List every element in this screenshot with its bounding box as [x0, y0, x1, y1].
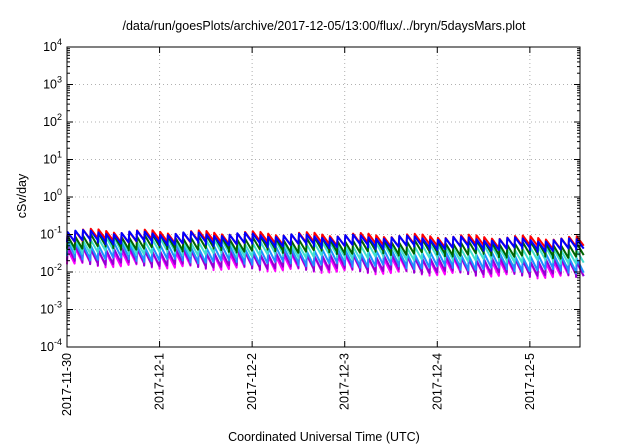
y-axis-label: cSv/day — [15, 173, 29, 218]
y-tick-label-exponent: -1 — [54, 225, 62, 235]
y-tick-label-base: 10 — [40, 340, 54, 354]
y-tick-label-exponent: 3 — [57, 75, 62, 85]
series-layer — [66, 227, 585, 280]
y-tick-label-exponent: -4 — [54, 337, 62, 347]
y-tick-label-base: 10 — [43, 40, 57, 54]
y-tick-label-base: 10 — [40, 303, 54, 317]
series-line — [66, 228, 585, 253]
y-tick-label-exponent: -3 — [54, 300, 62, 310]
y-tick-label-exponent: 0 — [57, 187, 62, 197]
x-tick-label: 2017-12-5 — [523, 353, 537, 410]
y-tick-label-exponent: -2 — [54, 262, 62, 272]
axes: 10-410-310-210-11001011021031042017-11-3… — [40, 37, 581, 416]
x-tick-label: 2017-12-3 — [338, 353, 352, 410]
y-tick-label-exponent: 4 — [57, 37, 62, 47]
y-tick-label-base: 10 — [43, 153, 57, 167]
y-tick-label: 104 — [43, 37, 62, 54]
chart-title: /data/run/goesPlots/archive/2017-12-05/1… — [122, 19, 526, 33]
x-tick-label: 2017-12-2 — [245, 353, 259, 410]
y-tick-label-exponent: 1 — [57, 150, 62, 160]
y-tick-label: 10-1 — [40, 225, 62, 242]
y-tick-label-base: 10 — [43, 78, 57, 92]
y-tick-label: 10-2 — [40, 262, 62, 279]
x-tick-label: 2017-12-1 — [153, 353, 167, 410]
plot-border — [66, 46, 581, 348]
x-tick-label: 2017-12-4 — [430, 353, 444, 410]
x-tick-label: 2017-11-30 — [60, 353, 74, 416]
y-tick-label-base: 10 — [40, 228, 54, 242]
y-tick-label-base: 10 — [40, 265, 54, 279]
y-tick-label: 101 — [43, 150, 62, 167]
grid — [66, 46, 580, 348]
y-tick-label: 100 — [43, 187, 62, 204]
y-tick-label: 102 — [43, 112, 62, 129]
y-tick-label: 10-3 — [40, 300, 62, 317]
y-tick-label-base: 10 — [43, 190, 57, 204]
y-tick-label: 10-4 — [40, 337, 62, 354]
y-tick-label-exponent: 2 — [57, 112, 62, 122]
x-axis-label: Coordinated Universal Time (UTC) — [228, 430, 420, 444]
y-tick-label-base: 10 — [43, 115, 57, 129]
y-tick-label: 103 — [43, 75, 62, 92]
